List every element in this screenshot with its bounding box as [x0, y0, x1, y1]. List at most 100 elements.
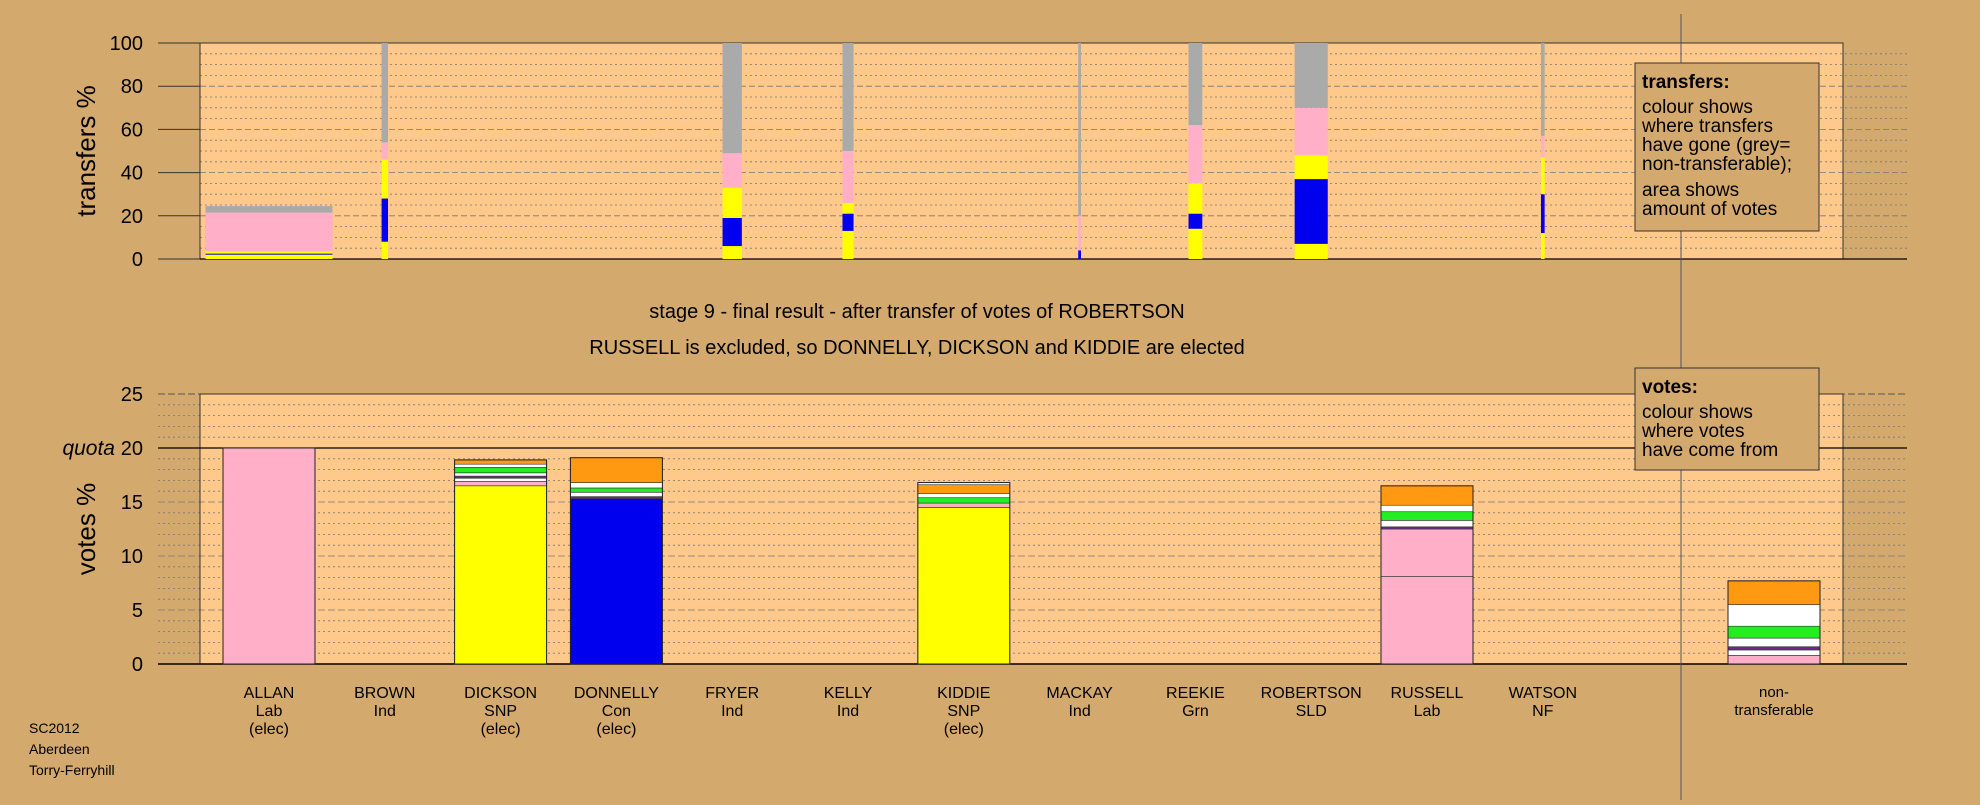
transfer-segment-brown: [381, 241, 389, 259]
transfer-segment-robertson: [1294, 243, 1328, 259]
vote-segment-dickson-outline: [454, 459, 548, 665]
candidate-status-label: (elec): [249, 721, 289, 738]
votes-legend-line: have come from: [1642, 440, 1778, 461]
votes-legend-line: where votes: [1641, 421, 1744, 442]
vote-segment-nontransferable-outline: [1727, 580, 1821, 665]
votes-tick-label: 20: [121, 438, 143, 460]
transfer-segment-kelly: [842, 202, 854, 214]
transfer-segment-watson: [1540, 233, 1545, 259]
vote-segment-nontransferable: [1727, 604, 1821, 627]
nontransferable-label: transferable: [1734, 702, 1813, 719]
transfer-segment-fryer: [722, 153, 742, 188]
quota-label: quota: [62, 437, 115, 460]
vote-segment-russell: [1380, 520, 1474, 528]
candidate-party-label: SLD: [1296, 703, 1327, 720]
transfer-segment-mackay: [1078, 215, 1081, 251]
transfer-segment-robertson: [1294, 107, 1328, 156]
transfer-segment-robertson: [1294, 43, 1328, 108]
votes-legend-box: [1634, 367, 1820, 471]
candidate-name-label: MACKAY: [1046, 685, 1113, 702]
vote-segment-dickson: [454, 485, 547, 665]
vote-segment-dickson: [454, 481, 547, 487]
transfers-legend-line: colour shows: [1642, 97, 1753, 118]
vote-segment-dickson: [454, 463, 547, 468]
vote-segment-nontransferable: [1727, 637, 1821, 648]
candidate-party-label: Ind: [1068, 703, 1090, 720]
vote-segment-allan: [222, 447, 316, 665]
transfers-legend-title: transfers:: [1642, 72, 1730, 93]
transfer-segment-brown: [381, 142, 389, 160]
candidate-name-label: DONNELLY: [574, 685, 659, 702]
vote-segment-russell-outline: [1380, 485, 1474, 665]
candidate-name-label: DICKSON: [464, 685, 537, 702]
transfers-tick-label: 0: [132, 249, 143, 271]
candidate-status-label: (elec): [596, 721, 636, 738]
votes-axis-label: votes %: [71, 483, 101, 576]
transfers-legend-line: where transfers: [1641, 116, 1773, 137]
vote-segment-russell: [1380, 511, 1474, 521]
vote-segment-russell: [1380, 576, 1474, 665]
transfer-segment-brown: [381, 198, 389, 242]
transfer-segment-kelly: [842, 230, 854, 259]
transfer-segment-fryer: [722, 246, 742, 259]
candidate-party-label: Ind: [837, 703, 859, 720]
transfer-segment-watson: [1540, 194, 1545, 234]
vote-segment-dickson: [454, 477, 547, 482]
transfer-segment-allan: [205, 251, 333, 254]
transfer-segment-watson: [1540, 157, 1545, 195]
votes-tick-label: 0: [132, 654, 143, 676]
votes-tick-label: 10: [121, 546, 143, 568]
candidate-party-label: Con: [602, 703, 631, 720]
vote-segment-dickson: [454, 472, 547, 477]
footer-ward: Torry-Ferryhill: [29, 762, 115, 778]
transfer-segment-fryer: [722, 217, 742, 247]
candidate-name-label: FRYER: [705, 685, 759, 702]
votes-tick-label: 5: [132, 600, 143, 622]
transfer-segment-mackay: [1078, 250, 1081, 259]
vote-segment-russell: [1380, 528, 1474, 577]
votes-tick-label: 25: [121, 384, 143, 406]
transfers-legend-line: area shows: [1642, 180, 1739, 201]
candidate-name-label: KELLY: [824, 685, 873, 702]
candidate-name-label: WATSON: [1509, 685, 1577, 702]
transfers-tick-label: 20: [121, 206, 143, 228]
transfer-segment-kelly: [842, 213, 854, 231]
transfers-tick-label: 80: [121, 76, 143, 98]
footer-council: Aberdeen: [29, 741, 90, 757]
candidate-status-label: (elec): [481, 721, 521, 738]
candidate-status-label: (elec): [944, 721, 984, 738]
transfers-legend-line: amount of votes: [1642, 199, 1777, 220]
vote-segment-nontransferable: [1727, 625, 1821, 639]
candidate-party-label: Lab: [256, 703, 283, 720]
transfers-legend-line: have gone (grey=: [1642, 135, 1790, 156]
vote-segment-nontransferable: [1727, 655, 1821, 665]
transfers-axis-label: transfers %: [71, 85, 101, 217]
vote-segment-kiddie: [917, 502, 1011, 508]
vote-segment-donnelly: [570, 498, 663, 665]
vote-segment-donnelly: [570, 496, 663, 500]
vote-segment-nontransferable: [1727, 646, 1821, 651]
transfer-segment-reekie: [1188, 228, 1203, 259]
transfer-segment-fryer: [722, 43, 742, 154]
transfer-segment-kelly: [842, 43, 854, 151]
transfers-legend-line: non-transferable);: [1642, 154, 1792, 175]
vote-segment-donnelly: [570, 487, 663, 493]
votes-legend-line: colour shows: [1642, 402, 1753, 423]
transfer-segment-reekie: [1188, 43, 1203, 126]
vote-segment-dickson: [454, 459, 547, 465]
vote-segment-kiddie: [917, 484, 1011, 494]
candidate-party-label: Grn: [1182, 703, 1209, 720]
candidate-party-label: Lab: [1414, 703, 1441, 720]
transfer-segment-watson: [1540, 135, 1545, 158]
vote-segment-russell: [1380, 526, 1474, 530]
vote-segment-kiddie: [917, 507, 1011, 665]
transfer-segment-allan: [205, 253, 333, 255]
vote-segment-dickson: [454, 475, 547, 479]
candidate-name-label: ALLAN: [244, 685, 295, 702]
transfer-segment-reekie: [1188, 213, 1203, 229]
nontransferable-label: non-: [1759, 684, 1789, 701]
transfer-segment-robertson: [1294, 155, 1328, 180]
vote-segment-kiddie: [917, 497, 1011, 504]
